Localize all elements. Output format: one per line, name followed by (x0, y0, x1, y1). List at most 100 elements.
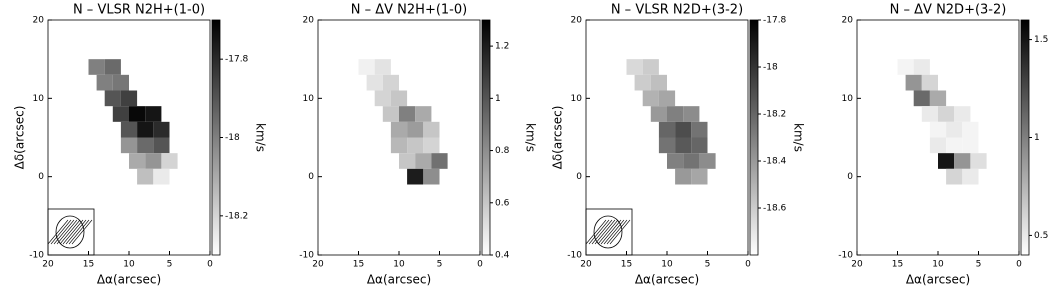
pixel (642, 90, 659, 107)
pixel (161, 153, 178, 169)
pixel (399, 153, 416, 169)
pixel (382, 106, 399, 122)
pixel (962, 121, 979, 138)
x-label: Δα(arcsec) (367, 273, 431, 287)
y-tick-label: 20 (303, 16, 315, 26)
beam-hatch (53, 219, 75, 245)
colorbar (1020, 19, 1030, 256)
pixel (946, 168, 963, 185)
x-tick-label: 15 (353, 260, 364, 270)
panel-title: N – VLSR N2D+(3-2) (611, 3, 743, 18)
beam (55, 215, 85, 249)
y-tick-label: 10 (842, 94, 854, 104)
beam (593, 215, 623, 249)
colorbar-tick-label: -18 (763, 63, 778, 73)
pixel (407, 168, 424, 185)
colorbar-tick-label: 1.5 (1034, 35, 1048, 45)
beam-box (585, 208, 633, 256)
x-tick-label: 0 (477, 260, 483, 270)
y-tick-label: 0 (847, 172, 853, 182)
beam-hatch (606, 219, 628, 245)
colorbar-tick-label: 0.8 (495, 146, 510, 156)
pixel (129, 106, 146, 122)
pixel (626, 59, 643, 75)
x-tick-label: 20 (851, 260, 863, 270)
pixel (929, 90, 947, 107)
y-tick-label: 0 (38, 172, 44, 182)
x-tick-label: 5 (705, 260, 711, 270)
pixel (970, 153, 987, 169)
pixel (423, 168, 440, 185)
y-tick-label: 0 (576, 172, 582, 182)
colorbar-tick-label: -18.6 (763, 204, 787, 214)
colorbar-tick-label: 0.4 (495, 251, 510, 261)
x-tick-label: 10 (661, 260, 673, 270)
x-tick-label: 5 (167, 260, 173, 270)
colorbar-tick-label: -18.2 (763, 110, 786, 120)
x-label: Δα(arcsec) (97, 273, 161, 287)
colorbar-tick-label: -18.4 (763, 157, 787, 167)
beam-hatch (603, 219, 625, 245)
pixel (390, 121, 408, 138)
y-tick-label: -10 (838, 251, 853, 261)
beam-hatch (68, 219, 90, 245)
pixel (153, 137, 170, 154)
pixel (399, 106, 416, 122)
x-tick-label: 0 (207, 260, 213, 270)
pixel (913, 90, 930, 107)
pixel (675, 137, 692, 154)
y-label: Δδ(arcsec) (13, 106, 27, 170)
colorbar-tick-label: -18.2 (225, 211, 248, 221)
x-tick-label: 10 (932, 260, 944, 270)
beam-hatch (59, 219, 81, 245)
colorbar-tick-label: 0.6 (495, 198, 510, 208)
pixel (658, 90, 676, 107)
y-tick-label: 0 (308, 172, 314, 182)
x-tick-label: 5 (976, 260, 982, 270)
pixel (921, 106, 938, 122)
colorbar-tick-label: -17.8 (763, 16, 787, 26)
pixel (358, 59, 375, 75)
colorbar-tick-label: -17.8 (225, 55, 249, 65)
pixel (938, 106, 955, 122)
pixel (658, 121, 676, 138)
pixel (699, 153, 716, 169)
beam-hatch (588, 219, 610, 245)
pixel (104, 59, 121, 75)
pixel (112, 74, 129, 91)
beam-box (47, 208, 95, 256)
pixel (954, 153, 971, 169)
beam-hatch (65, 219, 87, 245)
pixel (954, 106, 971, 122)
panel-title: N – ΔV N2D+(3-2) (890, 3, 1007, 18)
pixel (691, 137, 708, 154)
y-tick-label: 10 (571, 94, 583, 104)
beam-hatch (47, 219, 69, 245)
pixel (946, 137, 963, 154)
colorbar-tick-label: 1.2 (495, 42, 509, 52)
pixel (683, 153, 700, 169)
colorbar-label: km/s (524, 123, 538, 152)
pixel (382, 74, 399, 91)
pixel (897, 59, 914, 75)
pixel (946, 121, 963, 138)
pixel (658, 137, 676, 154)
pixel (407, 137, 424, 154)
pixel (120, 90, 138, 107)
pixel (145, 106, 162, 122)
pixel (415, 153, 432, 169)
pixel (650, 74, 667, 91)
colorbar-tick-label: 1 (495, 94, 501, 104)
y-tick-label: -10 (567, 251, 582, 261)
pixel (905, 74, 922, 91)
pixel (120, 121, 138, 138)
x-tick-label: 10 (393, 260, 405, 270)
pixel (423, 137, 440, 154)
pixel (366, 74, 383, 91)
pixel (374, 59, 391, 75)
pixel (962, 168, 979, 185)
x-tick-label: 20 (580, 260, 592, 270)
colorbar-tick-label: -18 (225, 133, 240, 143)
pixel (137, 168, 154, 185)
pixel (929, 121, 947, 138)
